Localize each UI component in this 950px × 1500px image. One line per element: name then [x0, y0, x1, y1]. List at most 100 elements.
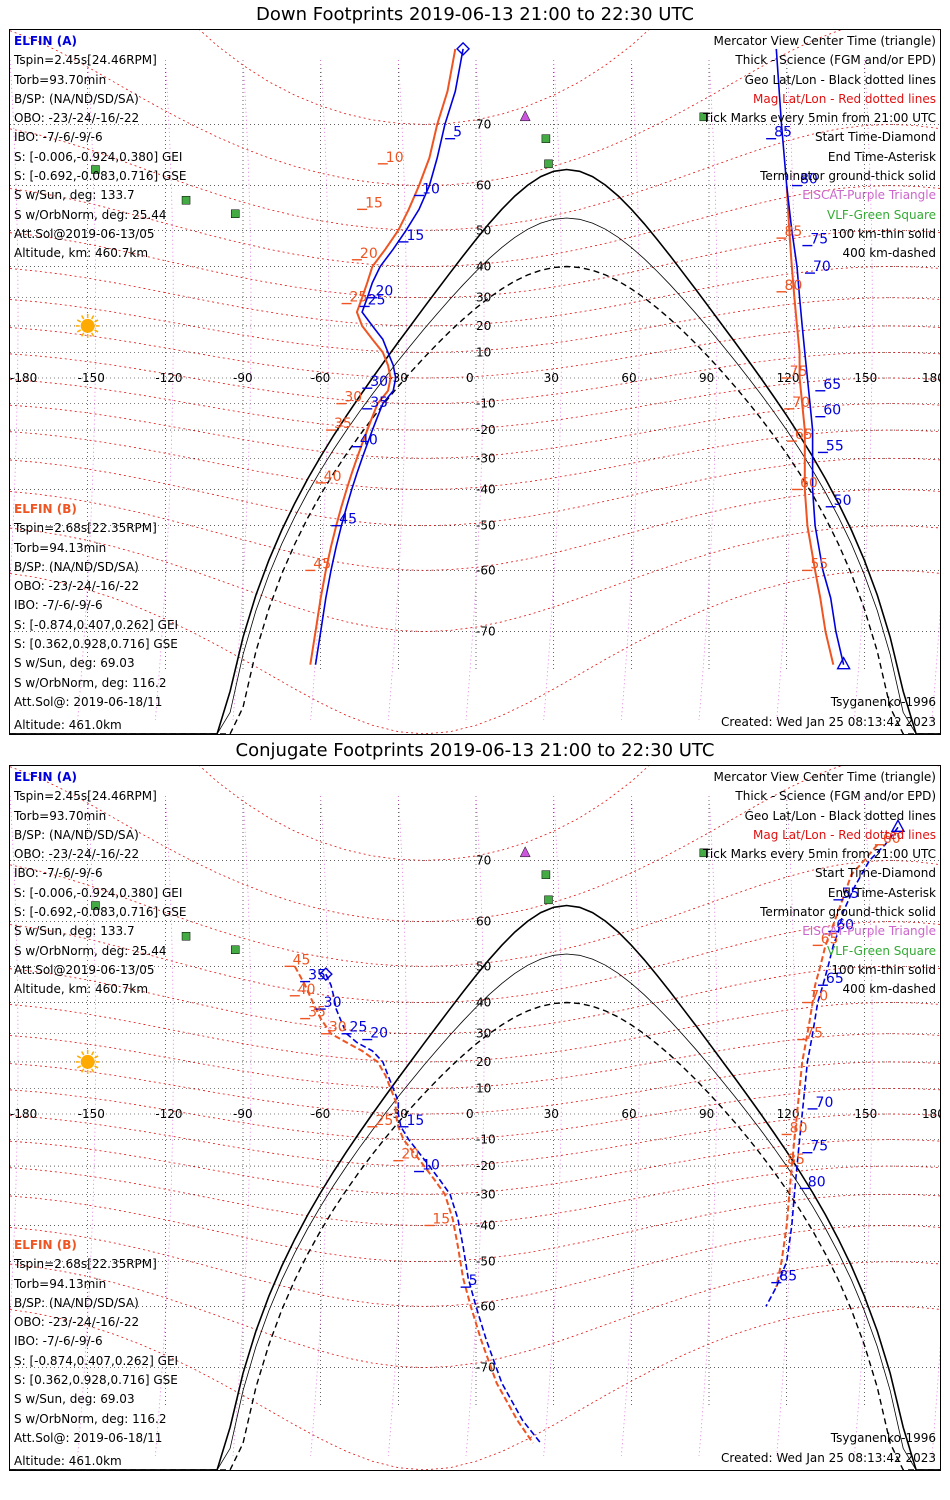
- elfin-a-tick-label: 55: [841, 886, 859, 902]
- down-footprints-panel: -180-150-120-90-60-300306090120150180706…: [9, 29, 941, 735]
- info-line: Torb=94.13min: [14, 540, 107, 555]
- longitude-label: 150: [854, 371, 877, 385]
- mag-longitude-line: [77, 795, 97, 1457]
- eiscat-triangle-icon: [519, 846, 531, 858]
- longitude-label: -60: [311, 371, 331, 385]
- elfin-b-tick-label: 45: [293, 952, 311, 968]
- elfin-a-tick-label: 70: [816, 1095, 834, 1111]
- mag-longitude-line: [387, 795, 407, 1457]
- mag-latitude-line: [10, 766, 940, 923]
- mag-latitude-line: [10, 457, 940, 527]
- latitude-label: -40: [476, 1218, 496, 1232]
- info-line: Torb=93.70min: [14, 72, 107, 87]
- legend-item: VLF-Green Square: [827, 943, 936, 958]
- mag-grid: [10, 766, 940, 1470]
- elfin-b-tick-label: 35: [308, 1005, 326, 1021]
- mag-longitude-line: [10, 795, 19, 1325]
- mag-longitude-line: [853, 795, 873, 1457]
- mag-longitude-line: [620, 795, 640, 1457]
- latitude-label: -60: [476, 563, 496, 577]
- legend-item: 100 km-thin solid: [831, 226, 936, 241]
- elfin-b-tick-label: 25: [375, 1113, 393, 1129]
- satellite-header: ELFIN (A): [14, 34, 77, 48]
- mag-longitude-line: [154, 795, 174, 1457]
- info-line: S: [-0.006,-0.924,0.380] GEI: [14, 149, 183, 164]
- info-line: Att.Sol@: 2019-06-18/11: [14, 694, 163, 709]
- latitude-label: -30: [476, 451, 496, 465]
- latitude-label: 10: [476, 1081, 491, 1095]
- vlf-square-icon: [181, 931, 191, 941]
- model-name: Tsyganenko-1996: [830, 1431, 936, 1446]
- vlf-square-icon: [544, 159, 553, 169]
- legend-item: Mag Lat/Lon - Red dotted lines: [752, 827, 936, 842]
- elfin-a-track: [314, 48, 464, 665]
- elfin-b-tick-label: 15: [432, 1211, 450, 1227]
- sun-ray: [91, 1068, 95, 1073]
- mag-latitude-line: [10, 1261, 940, 1369]
- legend-item: EISCAT-Purple Triangle: [802, 188, 936, 203]
- elfin-b-tick-label: 75: [790, 364, 808, 380]
- elfin-b-altitude: Altitude: 461.0km: [14, 718, 122, 732]
- info-line: S w/OrbNorm, deg: 25.44: [14, 207, 167, 222]
- info-line: OBO: -23/-24/-16/-22: [14, 847, 140, 862]
- terminator-400km-line: [10, 265, 940, 734]
- mag-longitude-line: [776, 795, 796, 1457]
- elfin-b-tick-label: 60: [800, 475, 818, 491]
- elfin-b-tick-label: 45: [313, 556, 331, 572]
- elfin-b-tick-label: 40: [298, 982, 316, 998]
- legend-item: Mag Lat/Lon - Red dotted lines: [752, 91, 936, 106]
- satellite-tracks: 5101520253035404510152025303540458580757…: [305, 41, 852, 670]
- longitude-label: -30: [388, 371, 408, 385]
- vlf-square-icon: [181, 195, 191, 205]
- info-line: S: [0.362,0.928,0.716] GSE: [14, 1373, 178, 1388]
- elfin-b-tick-label: 20: [360, 246, 378, 262]
- mag-latitude-line: [10, 965, 940, 1035]
- sun-ray: [81, 1051, 85, 1056]
- elfin-b-tick-label: 70: [792, 395, 810, 411]
- down-footprints-map: -180-150-120-90-60-300306090120150180706…: [10, 30, 940, 734]
- elfin-a-tick-label: 85: [774, 125, 792, 141]
- terminator-400km-line: [10, 1001, 940, 1470]
- info-line: IBO: -7/-6/-9/-6: [14, 598, 103, 613]
- map-legend: Mercator View Center Time (triangle) Thic…: [703, 32, 936, 264]
- vlf-square-icon: [541, 134, 551, 143]
- vlf-square-icon: [91, 165, 100, 174]
- longitude-label: -90: [233, 1107, 253, 1121]
- mag-latitude-line: [10, 1061, 940, 1115]
- legend-item: End Time-Asterisk: [827, 149, 936, 164]
- elfin-a-tick-label: 25: [350, 1020, 368, 1036]
- mag-latitude-line: [199, 766, 650, 861]
- info-line: Tspin=2.68s[22.35RPM]: [14, 521, 157, 536]
- info-line: B/SP: (NA/ND/SD/SA): [14, 559, 139, 574]
- elfin-a-track: [765, 826, 899, 1307]
- mag-longitude-line: [10, 59, 19, 589]
- info-line: OBO: -23/-24/-16/-22: [14, 1315, 140, 1330]
- mag-latitude-line: [10, 525, 940, 633]
- legend-item: Tick Marks every 5min from 21:00 UTC: [702, 111, 936, 126]
- vlf-square-icon: [699, 112, 709, 122]
- legend-item: Start Time-Diamond: [814, 130, 936, 145]
- map-footer: Tsyganenko-1996 Created: Wed Jan 25 08:1…: [721, 693, 936, 732]
- mag-longitude-line: [310, 59, 330, 721]
- mag-longitude-line: [620, 59, 640, 721]
- latitude-label: 60: [476, 915, 491, 929]
- sun-icon: [80, 1054, 95, 1069]
- center-time-triangle-icon: [836, 656, 851, 670]
- sun-ray: [94, 319, 99, 323]
- latitude-label: -70: [476, 625, 496, 639]
- legend-item: End Time-Asterisk: [827, 885, 936, 900]
- sun-ray: [76, 1055, 82, 1059]
- elfin-a-track: [325, 973, 542, 1444]
- longitude-label: -150: [78, 371, 105, 385]
- sun-ray: [76, 319, 82, 323]
- legend-item: VLF-Green Square: [827, 207, 936, 222]
- info-line: IBO: -7/-6/-9/-6: [14, 1334, 103, 1349]
- sun-ray: [91, 315, 95, 320]
- mag-longitude-line: [543, 795, 563, 1457]
- legend-item: Start Time-Diamond: [814, 866, 936, 881]
- info-line: S: [-0.006,-0.924,0.380] GEI: [14, 885, 183, 900]
- legend-item: Geo Lat/Lon - Black dotted lines: [744, 808, 936, 823]
- mag-longitude-line: [465, 59, 485, 721]
- elfin-a-tick-label: 60: [836, 917, 854, 933]
- longitude-label: -180: [10, 1107, 37, 1121]
